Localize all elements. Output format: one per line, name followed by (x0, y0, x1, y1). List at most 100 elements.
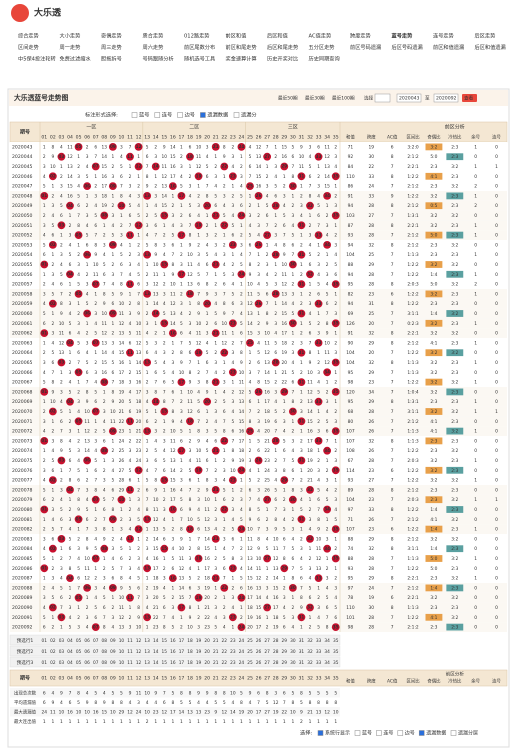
preselect-number[interactable]: 33 (316, 660, 322, 666)
preselect-number[interactable]: 24 (239, 638, 245, 644)
preselect-number[interactable]: 19 (196, 649, 202, 655)
preselect-number[interactable]: 27 (264, 649, 270, 655)
preselect-number[interactable]: 09 (110, 660, 116, 666)
checkbox[interactable] (131, 112, 138, 118)
preselect-number[interactable]: 23 (230, 660, 236, 666)
preselect-number[interactable]: 30 (290, 649, 296, 655)
checkbox[interactable] (200, 112, 206, 118)
nav-link[interactable]: 历史同期查询 (309, 55, 340, 63)
nav-link[interactable]: 周三走势 (101, 43, 122, 51)
preselect-number[interactable]: 17 (179, 649, 185, 655)
preselect-number[interactable]: 17 (179, 660, 185, 666)
preselect-number[interactable]: 03 (59, 638, 65, 644)
preselect-number[interactable]: 21 (213, 638, 219, 644)
preselect-number[interactable]: 04 (67, 660, 73, 666)
preselect-number[interactable]: 32 (307, 649, 313, 655)
nav-link[interactable]: 后区和值 (267, 32, 288, 40)
preselect-number[interactable]: 01 (42, 660, 48, 666)
preselect-number[interactable]: 18 (187, 649, 193, 655)
preselect-number[interactable]: 31 (299, 649, 305, 655)
preselect-number[interactable]: 28 (273, 638, 279, 644)
preselect-number[interactable]: 31 (299, 638, 305, 644)
preselect-number[interactable]: 17 (179, 638, 185, 644)
select-box[interactable] (374, 93, 391, 103)
nav-link[interactable]: 后区走势 (475, 32, 496, 40)
view-button[interactable]: 查看 (464, 95, 474, 102)
footer-option[interactable]: 蓝号 (362, 730, 372, 737)
nav-link[interactable]: 后区和值遗漏 (475, 43, 506, 51)
button[interactable] (462, 94, 477, 102)
preselect-number[interactable]: 08 (102, 660, 108, 666)
preselect-number[interactable]: 12 (136, 660, 142, 666)
nav-link[interactable]: 前区和尾走势 (226, 43, 257, 51)
nav-link[interactable]: 周一走势 (60, 43, 81, 51)
preselect-number[interactable]: 19 (196, 638, 202, 644)
preselect-number[interactable]: 10 (119, 660, 125, 666)
preselect-number[interactable]: 14 (153, 660, 159, 666)
preselect-number[interactable]: 20 (204, 660, 210, 666)
from-input[interactable]: 2020043 (399, 96, 420, 102)
nav-link[interactable]: 前区尾数分布 (184, 43, 215, 51)
checkbox[interactable] (154, 112, 161, 118)
preselect-number[interactable]: 09 (110, 649, 116, 655)
preselect-number[interactable]: 07 (93, 649, 99, 655)
preselect-number[interactable]: 07 (93, 660, 99, 666)
preselect-number[interactable]: 28 (273, 649, 279, 655)
preselect-number[interactable]: 01 (42, 638, 48, 644)
preselect-number[interactable]: 26 (256, 638, 262, 644)
nav-link[interactable]: 区间走势 (18, 43, 39, 51)
option[interactable]: 遗漏分 (241, 111, 257, 119)
checkbox[interactable] (354, 730, 361, 736)
footer-option[interactable]: 系统行显示 (325, 730, 350, 737)
range-link[interactable]: 最近30期 (305, 95, 325, 102)
preselect-number[interactable]: 31 (299, 660, 305, 666)
preselect-number[interactable]: 10 (119, 638, 125, 644)
checkbox[interactable] (397, 730, 404, 736)
preselect-number[interactable]: 07 (93, 638, 99, 644)
preselect-number[interactable]: 33 (316, 638, 322, 644)
preselect-number[interactable]: 23 (230, 649, 236, 655)
preselect-number[interactable]: 26 (256, 660, 262, 666)
preselect-number[interactable]: 29 (282, 660, 288, 666)
preselect-number[interactable]: 28 (273, 660, 279, 666)
preselect-number[interactable]: 03 (59, 649, 65, 655)
nav-link[interactable]: 随机选号工具 (184, 55, 215, 63)
preselect-number[interactable]: 25 (247, 660, 253, 666)
nav-link[interactable]: 奖金速算计算 (226, 55, 257, 63)
nav-link[interactable]: AC值走势 (309, 32, 332, 40)
checkbox[interactable] (317, 730, 324, 736)
preselect-number[interactable]: 26 (256, 649, 262, 655)
option[interactable]: 边号 (185, 111, 195, 119)
preselect-number[interactable]: 06 (84, 660, 90, 666)
nav-link[interactable]: 五分区走势 (309, 43, 335, 51)
preselect-number[interactable]: 22 (222, 660, 228, 666)
range-link[interactable]: 最近100期 (332, 95, 355, 102)
preselect-number[interactable]: 06 (84, 649, 90, 655)
preselect-number[interactable]: 24 (239, 649, 245, 655)
checkbox[interactable] (376, 730, 382, 736)
preselect-number[interactable]: 20 (204, 649, 210, 655)
preselect-number[interactable]: 02 (50, 638, 56, 644)
preselect-number[interactable]: 34 (324, 649, 330, 655)
nav-link[interactable]: 012路走势 (184, 32, 209, 40)
preselect-number[interactable]: 14 (153, 638, 159, 644)
preselect-number[interactable]: 15 (162, 660, 168, 666)
preselect-number[interactable]: 19 (196, 660, 202, 666)
preselect-number[interactable]: 03 (59, 660, 65, 666)
input-box[interactable] (396, 93, 422, 103)
nav-link[interactable]: 蓝号走势 (392, 32, 414, 40)
preselect-number[interactable]: 18 (187, 638, 193, 644)
checkbox[interactable] (177, 112, 183, 118)
preselect-number[interactable]: 06 (84, 638, 90, 644)
footer-option[interactable]: 边号 (405, 730, 415, 737)
preselect-number[interactable]: 16 (170, 649, 176, 655)
preselect-number[interactable]: 13 (144, 649, 150, 655)
preselect-number[interactable]: 14 (153, 649, 159, 655)
nav-link[interactable]: 后区和尾走势 (267, 43, 298, 51)
nav-link[interactable]: 前区和值遗漏 (433, 43, 464, 51)
preselect-number[interactable]: 12 (136, 638, 142, 644)
nav-link[interactable]: 免费过滤缩水 (60, 55, 92, 63)
preselect-number[interactable]: 15 (162, 638, 168, 644)
preselect-number[interactable]: 04 (67, 649, 73, 655)
preselect-number[interactable]: 27 (264, 660, 270, 666)
